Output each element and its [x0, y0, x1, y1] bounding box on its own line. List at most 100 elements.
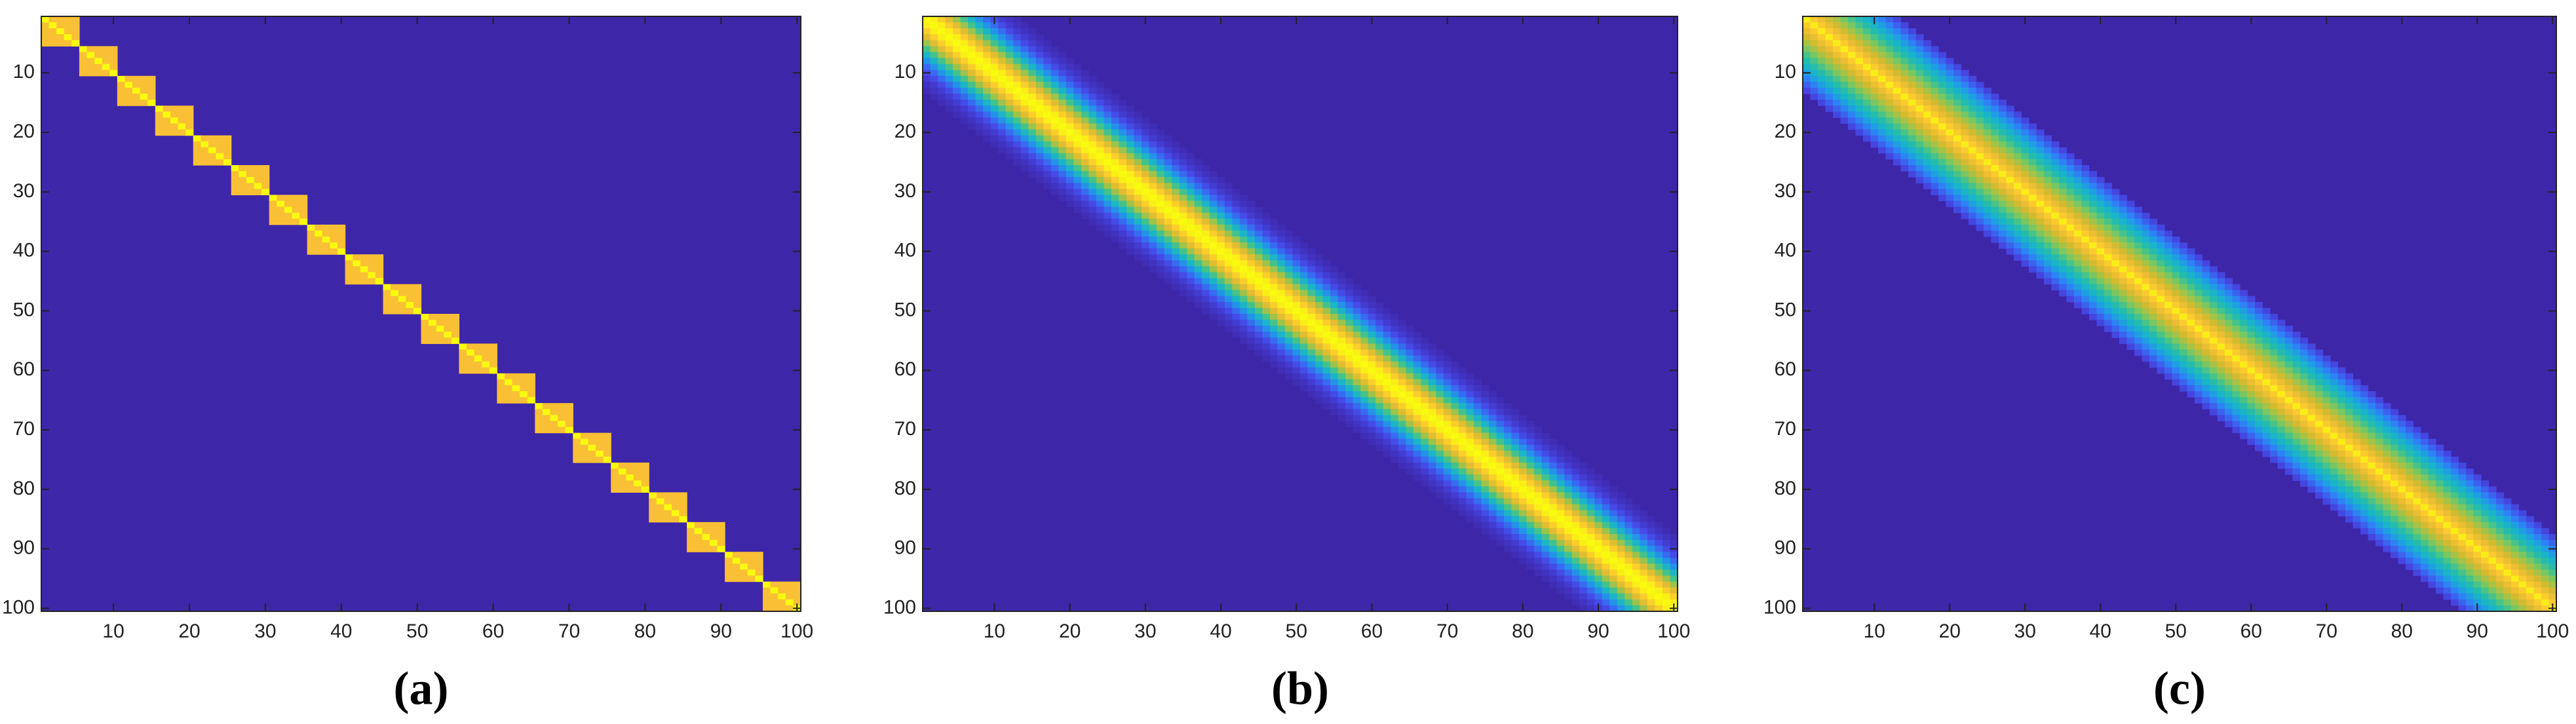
heatmap-cell	[2066, 212, 2075, 219]
heatmap-cell	[1337, 295, 1346, 303]
heatmap-cell	[1337, 367, 1346, 374]
heatmap-cell	[1511, 409, 1520, 415]
heatmap-cell	[1900, 64, 1909, 71]
heatmap-cell	[1908, 135, 1917, 142]
heatmap-cell	[1526, 468, 1535, 475]
heatmap-cell	[1443, 421, 1451, 428]
heatmap-cell	[1915, 117, 1924, 124]
heatmap-cell	[953, 52, 961, 59]
heatmap-cell	[1481, 516, 1490, 523]
heatmap-cell	[1931, 171, 1939, 178]
heatmap-cell	[1931, 123, 1939, 130]
heatmap-cell	[193, 153, 201, 160]
heatmap-cell	[1142, 242, 1150, 249]
heatmap-cell	[1209, 236, 1218, 243]
heatmap-cell	[1915, 171, 1924, 178]
x-tick-label: 10	[102, 620, 124, 642]
heatmap-cell	[2126, 314, 2135, 320]
heatmap-cell	[2270, 409, 2278, 415]
heatmap-cell	[930, 58, 938, 65]
heatmap-cell	[1375, 385, 1384, 392]
heatmap-cell	[2111, 189, 2120, 195]
heatmap-cell	[2375, 456, 2384, 463]
heatmap-cell	[1900, 129, 1909, 136]
heatmap-cell	[1946, 147, 1954, 154]
heatmap-cell	[938, 52, 946, 59]
heatmap-cell	[1609, 593, 1618, 600]
heatmap-cell	[2029, 129, 2037, 136]
heatmap-cell	[2428, 474, 2436, 481]
heatmap-cell	[923, 58, 931, 65]
heatmap-cell	[421, 314, 429, 320]
heatmap-cell	[2368, 432, 2376, 440]
heatmap-cell	[1443, 468, 1451, 475]
heatmap-cell	[1504, 409, 1512, 415]
heatmap-cell	[1050, 183, 1059, 189]
heatmap-cell	[1840, 94, 1849, 100]
heatmap-cell	[2195, 343, 2203, 351]
heatmap-cell	[1149, 153, 1157, 160]
heatmap-cell	[2413, 432, 2421, 440]
heatmap-cell	[2345, 498, 2354, 505]
heatmap-cell	[2285, 332, 2294, 338]
heatmap-cell	[1292, 295, 1301, 303]
x-tick-label: 40	[330, 620, 352, 642]
heatmap-cell	[2353, 516, 2361, 523]
heatmap-cell	[2353, 409, 2361, 415]
heatmap-cell	[1670, 558, 1678, 564]
heatmap-cell	[94, 64, 103, 71]
heatmap-cell	[2451, 492, 2459, 499]
heatmap-cell	[2232, 367, 2240, 374]
heatmap-cell	[1443, 474, 1451, 481]
heatmap-cell	[2066, 153, 2075, 160]
heatmap-cell	[1043, 87, 1052, 94]
heatmap-cell	[1451, 486, 1459, 493]
heatmap-cell	[2383, 409, 2391, 415]
heatmap-cell	[1345, 379, 1354, 386]
heatmap-cell	[1489, 463, 1497, 469]
heatmap-cell	[2240, 320, 2248, 326]
heatmap-cell	[1187, 278, 1195, 285]
heatmap-cell	[2247, 307, 2256, 314]
heatmap-cell	[2217, 301, 2225, 309]
heatmap-cell	[155, 123, 164, 130]
heatmap-cell	[2345, 385, 2354, 392]
heatmap-cell	[1870, 52, 1879, 59]
heatmap-cell	[2406, 504, 2414, 511]
heatmap-cell	[1164, 248, 1172, 255]
heatmap-cell	[1655, 558, 1663, 564]
heatmap-cell	[2247, 295, 2256, 303]
heatmap-cell	[2255, 343, 2263, 351]
heatmap-cell	[1946, 69, 1954, 77]
heatmap-cell	[1586, 575, 1595, 582]
heatmap-cell	[990, 135, 999, 142]
heatmap-cell	[1028, 117, 1037, 124]
heatmap-cell	[990, 105, 999, 112]
heatmap-cell	[778, 599, 786, 606]
heatmap-cell	[1549, 558, 1558, 564]
heatmap-cell	[2292, 415, 2301, 422]
heatmap-cell	[1202, 183, 1210, 189]
heatmap-cell	[1915, 75, 1924, 83]
heatmap-cell	[1330, 301, 1339, 309]
heatmap-cell	[2142, 295, 2150, 303]
heatmap-cell	[1870, 129, 1879, 136]
heatmap-cell	[1020, 75, 1029, 83]
heatmap-cell	[2051, 242, 2060, 249]
heatmap-cell	[504, 385, 513, 392]
heatmap-cell	[1923, 153, 1932, 160]
heatmap-cell	[2292, 367, 2301, 374]
heatmap-cell	[1247, 314, 1256, 320]
heatmap-cell	[1571, 569, 1580, 577]
heatmap-cell	[2466, 486, 2474, 493]
heatmap-cell	[2345, 486, 2354, 493]
heatmap-cell	[2104, 224, 2113, 231]
heatmap-cell	[2255, 438, 2263, 446]
heatmap-cell	[1224, 248, 1233, 255]
heatmap-cell	[1594, 522, 1603, 529]
heatmap-cell	[41, 28, 50, 35]
heatmap-cell	[2051, 147, 2060, 154]
heatmap-cell	[2413, 504, 2421, 511]
heatmap-cell	[1187, 189, 1195, 195]
heatmap-cell	[2134, 337, 2143, 344]
